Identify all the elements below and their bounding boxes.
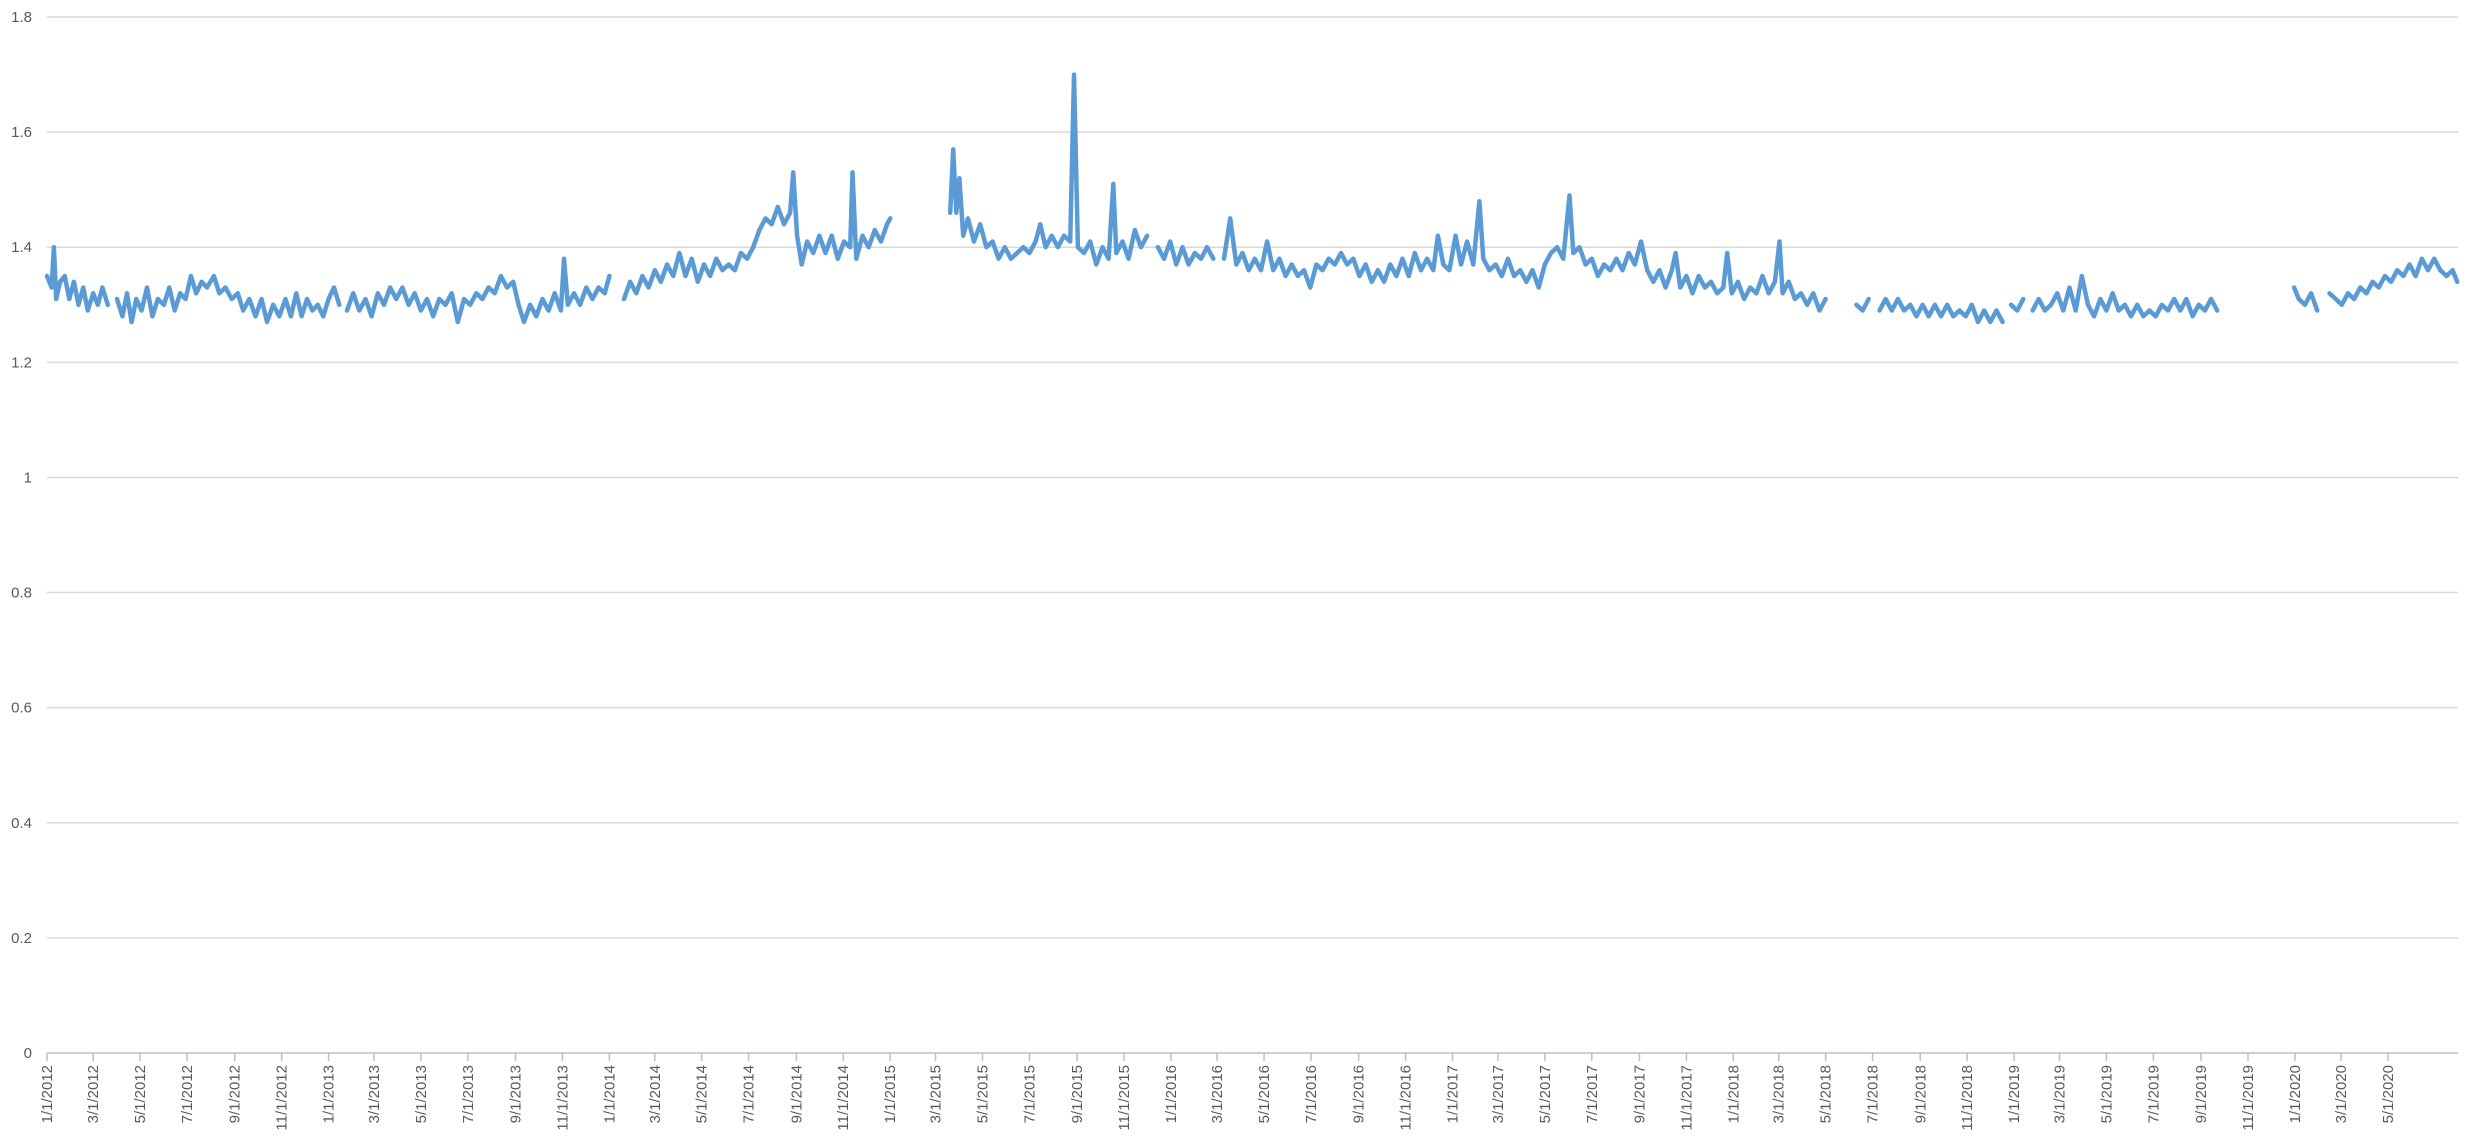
series-line-segment	[947, 72, 1150, 267]
x-tick-label: 3/1/2016	[1209, 1065, 1226, 1123]
x-tick-label: 7/1/2016	[1303, 1065, 1320, 1123]
series-line-segment	[2008, 296, 2026, 313]
x-tick-label: 9/1/2018	[1912, 1065, 1929, 1123]
x-tick-label: 5/1/2019	[2098, 1065, 2115, 1123]
series-group	[44, 72, 2460, 325]
x-tick-label: 11/1/2015	[1116, 1065, 1133, 1131]
x-tick-label: 1/1/2016	[1163, 1065, 1180, 1123]
x-tick-label: 5/1/2018	[1818, 1065, 1835, 1123]
series-line-segment	[1877, 296, 2005, 325]
x-tick-label: 5/1/2013	[413, 1065, 430, 1123]
y-tick-label: 1.4	[11, 239, 32, 256]
series-line-segment	[344, 256, 612, 325]
x-tick-label: 9/1/2019	[2193, 1065, 2210, 1123]
series-line-segment	[1155, 239, 1216, 267]
x-tick-label: 5/1/2015	[974, 1065, 991, 1123]
x-tick-label: 9/1/2015	[1069, 1065, 1086, 1123]
x-tick-label: 5/1/2016	[1256, 1065, 1273, 1123]
x-tick-label: 9/1/2017	[1631, 1065, 1648, 1123]
series-line-segment	[621, 170, 893, 302]
y-tick-label: 0.4	[11, 815, 32, 832]
y-tick-label: 1.8	[11, 9, 32, 26]
series-line-segment	[2030, 273, 2220, 319]
x-tick-label: 3/1/2020	[2333, 1065, 2350, 1123]
x-tick-label: 9/1/2012	[227, 1065, 244, 1123]
y-tick-label: 1.6	[11, 124, 32, 141]
y-tick-label: 1	[24, 469, 32, 486]
x-tick-label: 7/1/2018	[1865, 1065, 1882, 1123]
x-tick-label: 11/1/2014	[835, 1065, 852, 1131]
x-tick-label: 3/1/2017	[1490, 1065, 1507, 1123]
x-tick-label: 5/1/2012	[132, 1065, 149, 1123]
x-tick-label: 3/1/2013	[366, 1065, 383, 1123]
x-tick-label: 5/1/2017	[1537, 1065, 1554, 1123]
x-tick-label: 11/1/2012	[274, 1065, 291, 1131]
series-line-segment	[114, 273, 342, 325]
x-tick-label: 7/1/2017	[1584, 1065, 1601, 1123]
x-tick-label: 1/1/2019	[2006, 1065, 2023, 1123]
y-axis-tick-labels: 0 0.2 0.4 0.6 0.8 1 1.2 1.4 1.6 1.8	[11, 9, 32, 1062]
y-tick-label: 1.2	[11, 354, 32, 371]
x-tick-label: 3/1/2018	[1771, 1065, 1788, 1123]
x-tick-label: 1/1/2018	[1725, 1065, 1742, 1123]
y-tick-label: 0.2	[11, 930, 32, 947]
x-tick-label: 7/1/2013	[460, 1065, 477, 1123]
x-tick-label: 11/1/2017	[1678, 1065, 1695, 1131]
x-tick-label: 3/1/2014	[647, 1065, 664, 1123]
series-line-segment	[1221, 193, 1828, 313]
x-tick-label: 1/1/2014	[601, 1065, 618, 1123]
y-tick-label: 0.8	[11, 585, 32, 602]
y-tick-label: 0	[24, 1045, 32, 1062]
x-tick-label: 9/1/2016	[1351, 1065, 1368, 1123]
x-tick-label: 3/1/2012	[85, 1065, 102, 1123]
x-tick-label: 9/1/2013	[508, 1065, 525, 1123]
x-tick-label: 7/1/2015	[1021, 1065, 1038, 1123]
series-line-segment	[1854, 296, 1871, 313]
x-tick-label: 7/1/2014	[741, 1065, 758, 1123]
y-tick-label: 0.6	[11, 700, 32, 717]
x-tick-label: 1/1/2017	[1445, 1065, 1462, 1123]
x-axis: 1/1/2012 3/1/2012 5/1/2012 7/1/2012 9/1/2012…	[39, 1052, 2458, 1131]
x-tick-label: 3/1/2019	[2052, 1065, 2069, 1123]
gridlines	[47, 16, 2458, 939]
x-tick-label: 11/1/2016	[1398, 1065, 1415, 1131]
series-line-segment	[44, 244, 111, 313]
x-tick-label: 11/1/2013	[554, 1065, 571, 1131]
x-tick-label: 11/1/2019	[2240, 1065, 2257, 1131]
x-tick-label: 9/1/2014	[788, 1065, 805, 1123]
x-tick-label: 1/1/2020	[2287, 1065, 2304, 1123]
x-tick-label: 1/1/2013	[321, 1065, 338, 1123]
x-tick-label: 5/1/2020	[2380, 1065, 2397, 1123]
x-tick-label: 5/1/2014	[694, 1065, 711, 1123]
series-line-segment	[2291, 285, 2320, 313]
x-tick-label: 11/1/2018	[1959, 1065, 1976, 1131]
x-tick-label: 1/1/2015	[882, 1065, 899, 1123]
x-tick-label: 3/1/2015	[928, 1065, 945, 1123]
x-tick-label: 7/1/2012	[179, 1065, 196, 1123]
x-tick-label: 7/1/2019	[2145, 1065, 2162, 1123]
series-line-segment	[2327, 256, 2460, 308]
x-tick-label: 1/1/2012	[39, 1065, 56, 1123]
